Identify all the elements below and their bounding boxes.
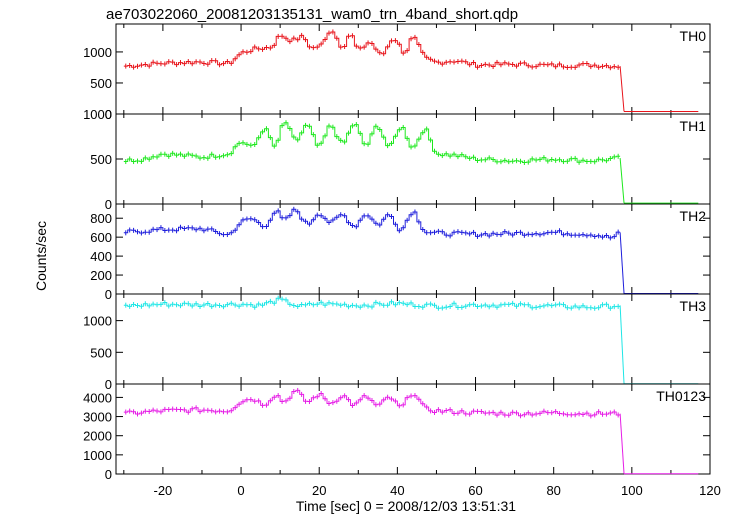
y-axis-label: Counts/sec [33,221,49,291]
panel-frame [115,293,711,385]
panel-label: TH1 [680,118,707,134]
panel-th1: 0 500 1000 TH1 [83,107,711,212]
drop-line [619,413,625,474]
y-tick-label: 1000 [83,45,112,60]
series-line-th2 [123,208,621,239]
y-tick-label: 0 [105,197,112,212]
x-tick-label: 40 [390,483,404,498]
y-tick-label: 0 [105,467,112,482]
y-tick-label: 500 [90,76,112,91]
y-tick-label: 0 [105,377,112,392]
y-tick-label: 3000 [83,410,112,425]
x-tick-label: 120 [699,483,721,498]
y-tick-label: 1000 [83,107,112,122]
panel-th0123: 0 1000 2000 3000 4000 TH0123 [83,383,711,482]
panel-frame [115,383,711,475]
x-axis: -20 0 20 40 60 80 100 120 [153,483,720,498]
drop-line [619,232,625,294]
series-line-th0123 [123,389,621,417]
panel-label: TH0123 [656,388,706,404]
drop-line [619,66,625,112]
y-tick-label: 4000 [83,390,112,405]
panel-label: TH0 [680,28,707,44]
x-tick-label: 100 [621,483,643,498]
y-tick-label: 0 [105,107,112,122]
drop-line [619,158,625,204]
panel-label: TH3 [680,298,707,314]
error-bars [125,206,619,241]
error-bars [125,387,619,419]
y-tick-label: 0 [105,287,112,302]
x-tick-label: 0 [237,483,244,498]
y-tick-label: 800 [90,211,112,226]
x-tick-label: 60 [468,483,482,498]
series-line-th1 [123,122,621,163]
series-line-th3 [123,297,621,309]
panel-label: TH2 [680,208,707,224]
y-tick-label: 500 [90,345,112,360]
chart-title: ae703022060_20081203135131_wam0_trn_4ban… [106,6,518,23]
series-line-th0 [123,31,621,69]
y-tick-label: 200 [90,268,112,283]
y-tick-label: 500 [90,152,112,167]
x-tick-label: 80 [546,483,560,498]
y-tick-label: 1000 [83,314,112,329]
panel-th0: 0 500 1000 TH0 [83,23,711,122]
panel-frame [115,113,711,205]
y-tick-label: 400 [90,249,112,264]
panel-th2: 0 200 400 600 800 TH2 [90,203,711,302]
error-bars [125,295,619,311]
y-tick-label: 600 [90,230,112,245]
x-axis-label: Time [sec] 0 = 2008/12/03 13:51:31 [296,498,516,514]
x-tick-label: -20 [153,483,172,498]
y-tick-label: 1000 [83,448,112,463]
y-tick-label: 2000 [83,429,112,444]
panel-th3: 0 500 1000 TH3 [83,293,711,392]
x-tick-label: 20 [312,483,326,498]
drop-line [619,305,625,384]
